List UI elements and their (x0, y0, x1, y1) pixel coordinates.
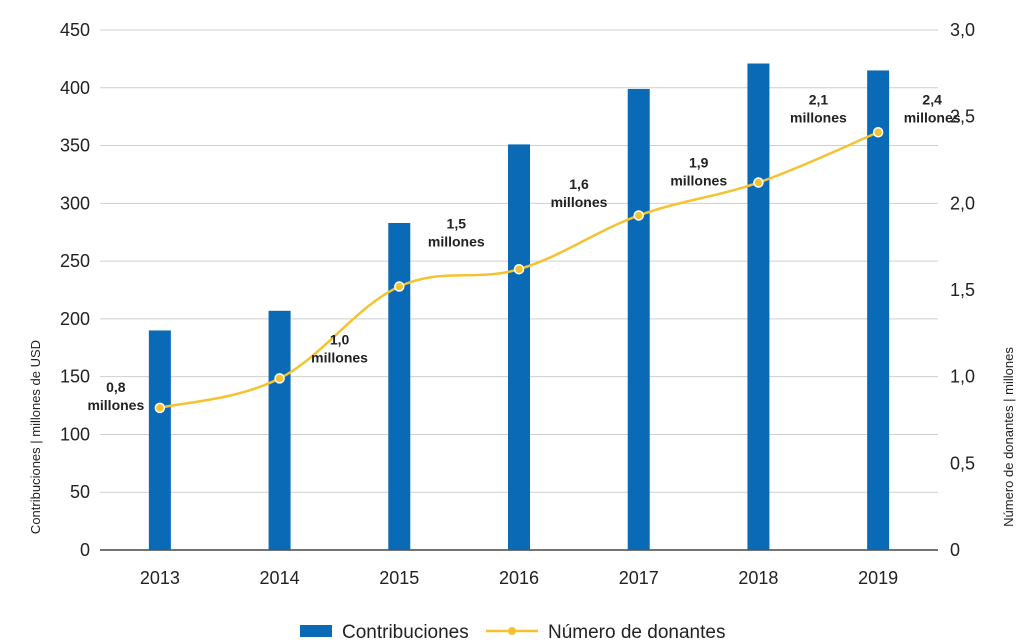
data-label-unit: millones (428, 234, 485, 250)
data-label-value: 1,9 (689, 154, 709, 170)
line-point (394, 281, 405, 292)
data-label-value: 2,4 (922, 91, 942, 107)
y-tick-label: 100 (60, 424, 90, 444)
y-tick-label: 150 (60, 367, 90, 387)
x-tick-label: 2015 (379, 568, 419, 588)
y2-tick-label: 3,0 (950, 20, 975, 40)
y2-axis-title: Número de donantes | millones (1001, 347, 1016, 527)
legend-label-contribuciones: Contribuciones (342, 622, 469, 643)
legend-swatch-donantes-dot (508, 627, 516, 635)
y-tick-label: 250 (60, 251, 90, 271)
data-label-unit: millones (670, 172, 727, 188)
x-tick-label: 2019 (858, 568, 898, 588)
bar (268, 310, 291, 550)
y2-tick-label: 2,0 (950, 193, 975, 213)
bar-series-contribuciones (148, 63, 890, 551)
x-tick-label: 2013 (140, 568, 180, 588)
line-series-donantes (154, 127, 884, 414)
data-label-value: 1,0 (330, 331, 350, 347)
data-label-unit: millones (551, 194, 608, 210)
y-tick-label: 0 (80, 540, 90, 560)
tick-labels: 0 50 100 150 200 250 300 350 400 450 0 0,5 1,0 1,5 2,0… (60, 20, 975, 588)
y-tick-label: 350 (60, 136, 90, 156)
y-tick-label: 200 (60, 309, 90, 329)
line-point (513, 263, 525, 275)
y2-tick-label: 1,0 (950, 367, 975, 387)
data-label-value: 0,8 (106, 379, 126, 395)
legend: Contribuciones Número de donantes (300, 622, 725, 643)
data-labels: 0,8 millones 1,0 millones 1,5 millones 1,6 mill… (87, 91, 960, 413)
data-label-unit: millones (790, 110, 847, 126)
x-tick-label: 2017 (619, 568, 659, 588)
x-tick-label: 2016 (499, 568, 539, 588)
data-label-unit: millones (311, 349, 368, 365)
line-point (154, 402, 166, 414)
x-tick-label: 2018 (738, 568, 778, 588)
bar (747, 63, 770, 551)
bar (388, 222, 411, 550)
line-point (753, 177, 764, 188)
data-label-value: 1,5 (447, 216, 467, 232)
line-point (633, 210, 644, 221)
y-axis-title: Contribuciones | millones de USD (28, 340, 43, 534)
y2-tick-label: 1,5 (950, 280, 975, 300)
line-point (274, 373, 285, 384)
y-tick-label: 450 (60, 20, 90, 40)
y-tick-label: 300 (60, 193, 90, 213)
bar (627, 88, 650, 550)
legend-swatch-contribuciones (300, 625, 332, 637)
y-tick-label: 50 (70, 482, 90, 502)
data-label-unit: millones (904, 109, 961, 125)
line-point (872, 127, 884, 138)
bar (148, 330, 171, 550)
y2-tick-label: 2,5 (950, 107, 975, 127)
bar (508, 144, 530, 550)
bar (867, 70, 890, 550)
y2-tick-label: 0 (950, 540, 960, 560)
x-tick-label: 2014 (260, 568, 300, 588)
y2-tick-label: 0,5 (950, 453, 975, 473)
data-label-unit: millones (87, 397, 144, 413)
legend-label-donantes: Número de donantes (548, 622, 725, 643)
data-label-value: 1,6 (569, 176, 589, 192)
data-label-value: 2,1 (809, 92, 829, 108)
y-tick-label: 400 (60, 78, 90, 98)
